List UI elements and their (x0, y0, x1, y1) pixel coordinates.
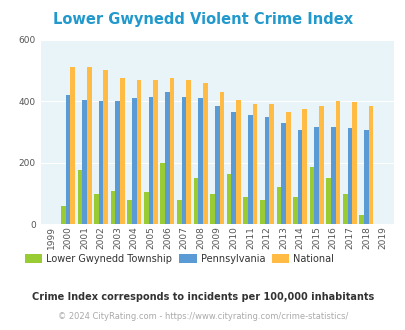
Bar (281, 123, 285, 224)
Bar (326, 178, 330, 224)
Bar (292, 197, 297, 224)
Bar (243, 197, 247, 224)
Bar (231, 112, 236, 224)
Bar (269, 104, 273, 224)
Bar (181, 97, 186, 224)
Text: Lower Gwynedd Violent Crime Index: Lower Gwynedd Violent Crime Index (53, 12, 352, 26)
Bar (132, 98, 136, 224)
Bar (177, 200, 181, 224)
Bar (259, 200, 264, 224)
Bar (351, 102, 356, 224)
Bar (214, 106, 219, 224)
Bar (309, 167, 313, 224)
Bar (143, 192, 148, 224)
Bar (186, 80, 190, 224)
Bar (193, 178, 198, 224)
Text: © 2024 CityRating.com - https://www.cityrating.com/crime-statistics/: © 2024 CityRating.com - https://www.city… (58, 312, 347, 321)
Bar (160, 163, 165, 224)
Bar (264, 116, 269, 224)
Bar (82, 100, 87, 224)
Bar (202, 83, 207, 224)
Bar (165, 92, 169, 224)
Bar (247, 115, 252, 224)
Bar (335, 101, 339, 224)
Bar (70, 67, 75, 224)
Legend: Lower Gwynedd Township, Pennsylvania, National: Lower Gwynedd Township, Pennsylvania, Na… (21, 249, 337, 267)
Bar (198, 98, 202, 224)
Bar (115, 101, 120, 224)
Bar (169, 78, 174, 224)
Text: Crime Index corresponds to incidents per 100,000 inhabitants: Crime Index corresponds to incidents per… (32, 292, 373, 302)
Bar (98, 101, 103, 224)
Bar (94, 194, 98, 224)
Bar (363, 130, 368, 224)
Bar (66, 95, 70, 224)
Bar (342, 194, 347, 224)
Bar (219, 92, 224, 224)
Bar (111, 190, 115, 224)
Bar (153, 80, 158, 224)
Bar (368, 106, 373, 224)
Bar (127, 200, 132, 224)
Bar (297, 130, 302, 224)
Bar (87, 67, 91, 224)
Bar (148, 97, 153, 224)
Bar (77, 171, 82, 224)
Bar (252, 104, 257, 224)
Bar (120, 78, 124, 224)
Bar (236, 100, 240, 224)
Bar (358, 215, 363, 224)
Bar (313, 127, 318, 224)
Bar (302, 109, 306, 224)
Bar (61, 206, 66, 224)
Bar (347, 128, 351, 224)
Bar (276, 187, 281, 224)
Bar (318, 107, 323, 224)
Bar (330, 127, 335, 224)
Bar (210, 194, 214, 224)
Bar (226, 174, 231, 224)
Bar (136, 80, 141, 224)
Bar (103, 70, 108, 224)
Bar (285, 112, 290, 224)
